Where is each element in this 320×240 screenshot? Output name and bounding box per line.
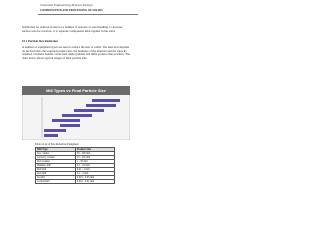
page: Chemical Engineering Process Design COMM… [0,0,149,198]
topic-title: COMMINUTION AND PROCESSING OF SOLIDS [40,9,103,12]
table-row: Colloid mill 0.001 - 0.01 mm [35,179,116,184]
table-caption: Table 4 List of Size Reduction Equipment [35,143,79,146]
table-body: Jaw crusher 50 - 300 mm Gyratory crusher 25… [35,151,116,184]
bar [86,104,116,107]
table: Mill Type Product Size Jaw crusher 50 - 3… [35,147,116,184]
figure-title-bar [22,86,130,95]
bar [60,124,80,127]
course-title: Chemical Engineering Process Design [40,3,93,7]
figure-title: Mill Types vs Final Particle Size [46,88,107,93]
section-heading: 10.1 Particle Size Reduction [22,39,58,43]
figure-bars [44,99,120,137]
section-body: A number of equipment types are used to … [22,45,130,60]
table-cell: Colloid mill [35,179,76,184]
figure: Mill Types vs Final Particle Size [22,86,130,140]
bar [52,119,80,122]
bar [44,129,66,132]
table-cell: 0.001 - 0.01 mm [74,179,116,184]
bar [74,109,104,112]
intro: Solids may be reduced in size for a numb… [22,25,123,33]
bar [62,114,92,117]
bar [44,134,58,137]
bar [92,99,120,102]
